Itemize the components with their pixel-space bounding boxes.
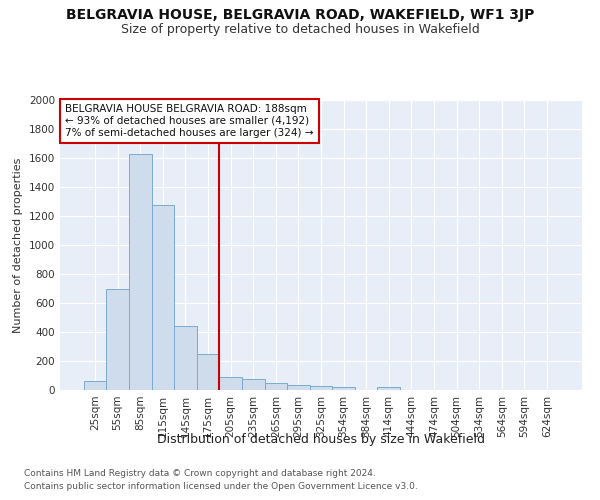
Bar bbox=[332, 388, 355, 390]
Bar bbox=[287, 385, 310, 390]
Text: Distribution of detached houses by size in Wakefield: Distribution of detached houses by size … bbox=[157, 432, 485, 446]
Bar bbox=[265, 383, 287, 390]
Y-axis label: Number of detached properties: Number of detached properties bbox=[13, 158, 23, 332]
Bar bbox=[220, 377, 242, 390]
Bar bbox=[377, 387, 400, 390]
Bar bbox=[106, 289, 129, 390]
Text: BELGRAVIA HOUSE, BELGRAVIA ROAD, WAKEFIELD, WF1 3JP: BELGRAVIA HOUSE, BELGRAVIA ROAD, WAKEFIE… bbox=[66, 8, 534, 22]
Text: Size of property relative to detached houses in Wakefield: Size of property relative to detached ho… bbox=[121, 22, 479, 36]
Bar bbox=[310, 386, 332, 390]
Bar bbox=[129, 154, 152, 390]
Text: Contains HM Land Registry data © Crown copyright and database right 2024.: Contains HM Land Registry data © Crown c… bbox=[24, 468, 376, 477]
Text: Contains public sector information licensed under the Open Government Licence v3: Contains public sector information licen… bbox=[24, 482, 418, 491]
Bar bbox=[152, 205, 174, 390]
Bar bbox=[197, 354, 220, 390]
Bar bbox=[242, 379, 265, 390]
Bar bbox=[84, 380, 106, 390]
Bar bbox=[174, 326, 197, 390]
Text: BELGRAVIA HOUSE BELGRAVIA ROAD: 188sqm
← 93% of detached houses are smaller (4,1: BELGRAVIA HOUSE BELGRAVIA ROAD: 188sqm ←… bbox=[65, 104, 314, 138]
